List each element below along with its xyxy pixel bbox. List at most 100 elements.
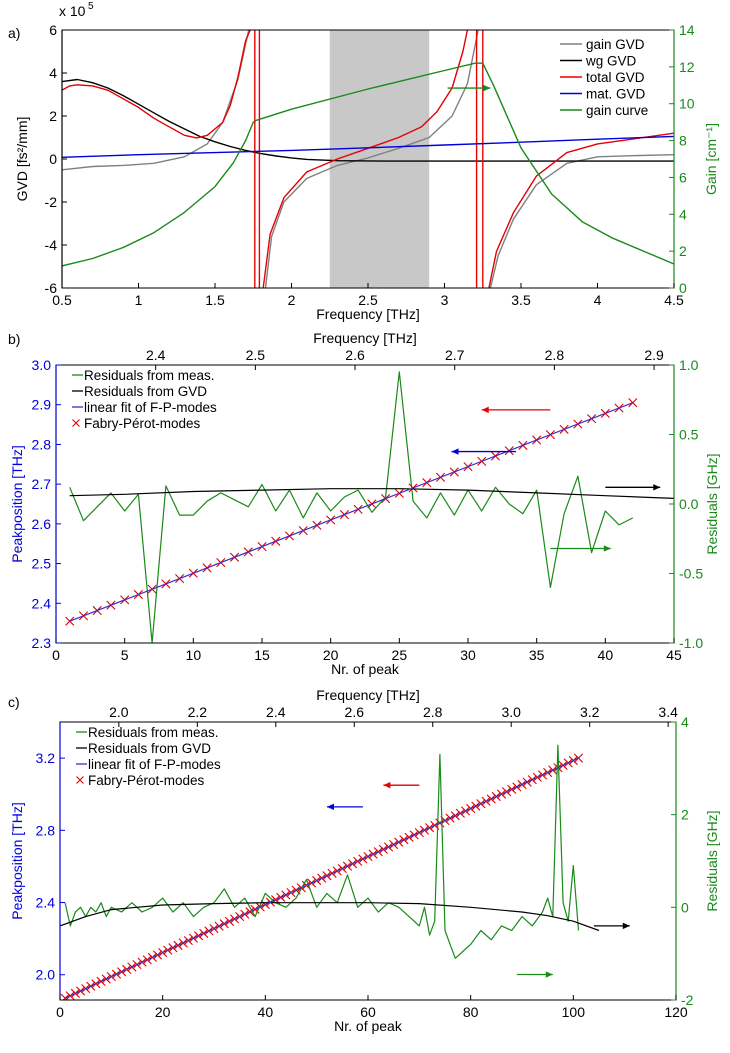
annotation-arrow-head — [326, 803, 334, 811]
x-tick-label: 45 — [666, 647, 682, 663]
y-right-tick-label: 14 — [679, 22, 695, 38]
x-axis-label: Frequency [THz] — [316, 306, 419, 322]
panel-b: b) 0 5 10 15 20 25 30 35 40 45 Nr. of peak 2.4 2.5 2.6… — [8, 330, 720, 677]
y-right-tick-label: 6 — [679, 169, 687, 185]
x-tick-label: 20 — [323, 647, 339, 663]
legend-entry: Fabry-Pérot-modes — [88, 773, 205, 788]
series-linear-fit-of-f-p-modes-line — [64, 757, 579, 999]
legend-entry: gain GVD — [586, 37, 645, 52]
x2-axis-label: Frequency [THz] — [313, 330, 416, 346]
fabry-perot-mode-marker — [72, 419, 80, 427]
x-tick-label: 5 — [121, 647, 129, 663]
x-tick-label: 3 — [441, 292, 449, 308]
y-right-axis-label: Residuals [GHz] — [704, 810, 720, 911]
x2-tick-label: 2.8 — [423, 704, 443, 720]
x-tick-label: 1.5 — [205, 292, 225, 308]
y-right-axis-label: Gain [cm⁻¹] — [703, 123, 719, 195]
series-gain-curve-line — [62, 62, 674, 267]
annotation-arrow-head — [451, 448, 459, 455]
x-tick-label: 60 — [360, 1004, 376, 1020]
panel-a: a) 0.5 1 1.5 2 2.5 3 3.5 4 4.5 Frequency [THz] -6 -4… — [8, 1, 719, 322]
x-tick-label: 30 — [460, 647, 476, 663]
y-left-axis-label: GVD [fs²/mm] — [14, 117, 30, 202]
plot-area — [65, 371, 674, 643]
x-tick-label: 0 — [56, 1004, 64, 1020]
y-left-tick-label: 2.3 — [32, 635, 52, 651]
x-tick-label: 20 — [155, 1004, 171, 1020]
y-right-tick-label: 1.0 — [679, 357, 699, 373]
series-residuals-from-gvd-line — [60, 902, 600, 932]
series-residuals-from-gvd-line — [69, 488, 674, 499]
y-right-tick-label: 0 — [679, 280, 687, 296]
x-tick-label: 1 — [135, 292, 143, 308]
y-left-axis-label: Peakposition [THz] — [9, 802, 25, 920]
x2-tick-label: 2.5 — [246, 347, 266, 363]
y-left-tick-label: 2.5 — [32, 556, 52, 572]
x2-tick-label: 2.2 — [188, 704, 208, 720]
y-left-tick-label: 6 — [49, 22, 57, 38]
series-linear-fit-of-f-p-modes-line — [69, 402, 634, 622]
legend-entry: Residuals from GVD — [84, 384, 207, 399]
series-wg-gvd-line — [62, 78, 674, 162]
x-tick-label: 25 — [392, 647, 408, 663]
legend-entry: Residuals from GVD — [88, 741, 211, 756]
x2-tick-label: 2.9 — [644, 347, 664, 363]
x-tick-label: 4 — [594, 292, 602, 308]
panel-label: b) — [8, 331, 20, 347]
x2-tick-label: 2.0 — [109, 704, 129, 720]
x-tick-label: 40 — [598, 647, 614, 663]
y-left-tick-label: 2.4 — [36, 895, 56, 911]
legend-entry: Fabry-Pérot-modes — [84, 416, 201, 431]
y-right-tick-label: -2 — [681, 992, 694, 1008]
annotation-arrow-head — [653, 484, 661, 491]
x2-tick-label: 3.0 — [501, 704, 521, 720]
shaded-band — [329, 30, 430, 288]
x2-tick-label: 2.6 — [345, 704, 365, 720]
panel-label: c) — [8, 694, 20, 710]
x2-tick-label: 3.2 — [580, 704, 600, 720]
series-residuals-from-meas-line — [64, 744, 580, 959]
y-right-axis-label: Residuals [GHz] — [704, 453, 720, 554]
y-scale-exponent: 5 — [88, 1, 94, 12]
y-right-tick-label: 12 — [679, 59, 695, 75]
y-right-tick-label: 4 — [679, 206, 687, 222]
series-total-gvd-line — [488, 132, 674, 288]
x-tick-label: 80 — [463, 1004, 479, 1020]
x-tick-label: 2.5 — [358, 292, 378, 308]
y-right-tick-label: 4 — [681, 714, 689, 730]
y-left-tick-label: 2.8 — [36, 822, 56, 838]
y-right-tick-label: 8 — [679, 133, 687, 149]
legend-entry: total GVD — [586, 70, 645, 85]
series-residuals-from-meas-line — [69, 371, 634, 643]
x-axis-label: Nr. of peak — [334, 1018, 403, 1034]
x-tick-label: 0 — [52, 647, 60, 663]
y-right-tick-label: -1.0 — [679, 635, 703, 651]
x2-tick-label: 2.7 — [445, 347, 465, 363]
y-left-tick-label: 0 — [49, 151, 57, 167]
x-tick-label: 35 — [529, 647, 545, 663]
legend-entry: mat. GVD — [586, 87, 646, 102]
x-tick-label: 120 — [664, 1004, 688, 1020]
series-total-gvd-line — [62, 30, 251, 139]
annotation-arrow-head — [603, 545, 611, 552]
y-right-tick-label: 2 — [679, 243, 687, 259]
series-mat-gvd-line — [62, 135, 674, 158]
y-left-axis-label: Peakposition [THz] — [9, 445, 25, 563]
series-gain-gvd-line — [264, 30, 479, 288]
x-tick-label: 2 — [288, 292, 296, 308]
y-right-tick-label: 10 — [679, 96, 695, 112]
x-tick-label: 4.5 — [664, 292, 684, 308]
series-total-gvd-line — [262, 30, 469, 288]
fabry-perot-mode-marker — [76, 776, 84, 784]
legend-entry: gain curve — [586, 103, 648, 118]
legend-entry: wg GVD — [585, 54, 637, 69]
y-left-tick-label: 2.8 — [32, 436, 52, 452]
y-left-tick-label: -6 — [45, 280, 58, 296]
panel-label: a) — [8, 25, 20, 41]
legend-entry: linear fit of F-P-modes — [84, 400, 217, 415]
y-right-tick-label: 0.5 — [679, 427, 699, 443]
series-gain-gvd-line — [62, 30, 250, 171]
annotation-arrow-head — [481, 406, 489, 414]
